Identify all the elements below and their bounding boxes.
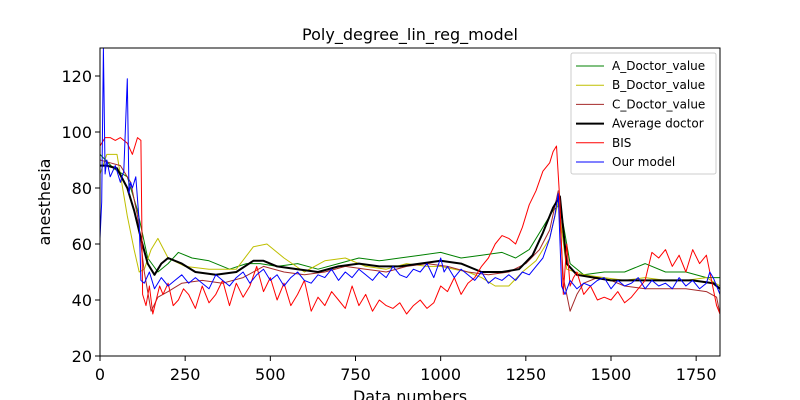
series-line-average-doctor (100, 164, 720, 290)
y-tick-label: 60 (72, 235, 92, 254)
series-line-bis (100, 137, 720, 315)
plot-frame (99, 47, 721, 357)
y-tick-label: 120 (61, 67, 92, 86)
x-axis: 0 250 500 750 1000 1250 1500 1750 (95, 356, 717, 384)
legend-label-b-doctor-value: B_Doctor_value (612, 78, 705, 92)
legend: A_Doctor_value B_Doctor_value C_Doctor_val… (570, 52, 717, 175)
x-tick-label: 500 (255, 365, 286, 384)
legend-label-our-model: Our model (612, 155, 675, 169)
legend-box (570, 52, 717, 175)
x-tick-label: 250 (170, 365, 201, 384)
y-tick-label: 40 (72, 291, 92, 310)
series-line-our-model (100, 48, 720, 295)
x-tick-label: 1250 (505, 365, 546, 384)
x-tick-label: 750 (340, 365, 371, 384)
y-axis-label: anesthesia (35, 159, 54, 246)
x-axis-label: Data numbers (353, 387, 467, 400)
legend-label-average-doctor: Average doctor (612, 117, 704, 131)
x-tick-label: 1000 (420, 365, 461, 384)
x-tick-label: 1750 (676, 365, 717, 384)
series-layer (100, 48, 720, 315)
legend-label-a-doctor-value: A_Doctor_value (612, 59, 705, 73)
x-tick-label: 1500 (591, 365, 632, 384)
y-tick-label: 20 (72, 347, 92, 366)
x-tick-label: 0 (95, 365, 105, 384)
legend-label-bis: BIS (612, 136, 631, 150)
y-tick-label: 100 (61, 123, 92, 142)
chart-title: Poly_degree_lin_reg_model (302, 25, 518, 45)
series-line-c-doctor-value (100, 159, 720, 315)
y-tick-label: 80 (72, 179, 92, 198)
y-axis: 20 40 60 80 100 120 (61, 67, 100, 366)
legend-label-c-doctor-value: C_Doctor_value (612, 97, 705, 111)
